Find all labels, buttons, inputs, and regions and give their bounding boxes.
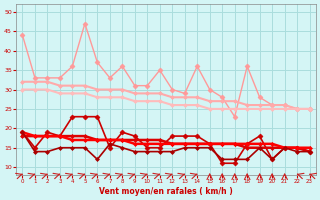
X-axis label: Vent moyen/en rafales ( km/h ): Vent moyen/en rafales ( km/h ) [99,187,233,196]
